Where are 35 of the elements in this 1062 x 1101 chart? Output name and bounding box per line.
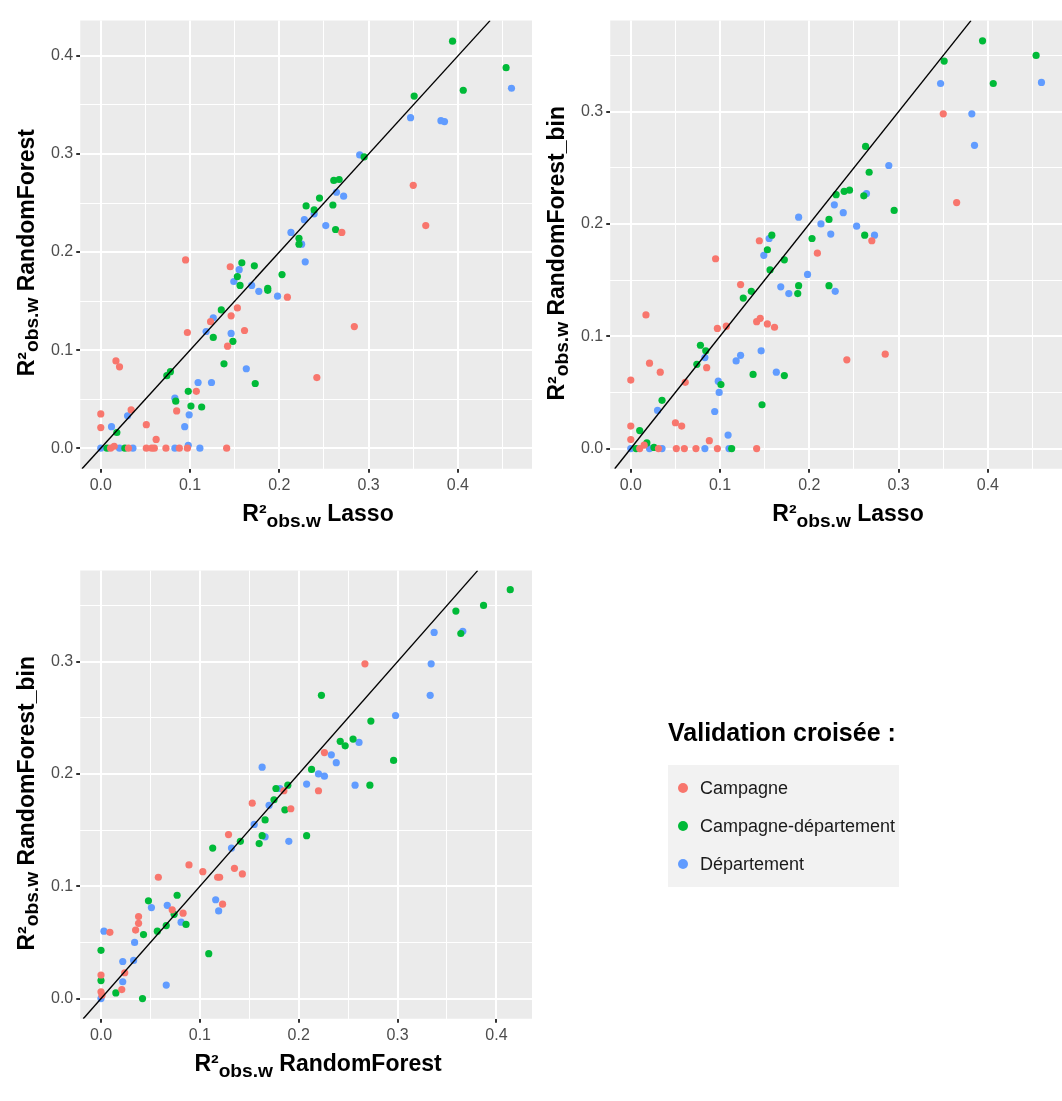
y-tick-label: 0.0 <box>50 438 74 456</box>
y-tick-label: 0.3 <box>580 101 604 119</box>
y-tick-label: 0.1 <box>50 340 74 358</box>
x-tick-label: 0.3 <box>887 475 910 493</box>
legend-label: Campagne <box>700 777 789 799</box>
x-tick-label: 0.0 <box>89 1025 113 1043</box>
x-tick-label: 0.3 <box>357 475 380 493</box>
legend-label: Campagne-département <box>700 815 896 837</box>
x-tick-label: 0.1 <box>188 1025 212 1043</box>
x-axis-title: R²$_{obs.w}$ Lasso <box>771 500 925 532</box>
y-tick-label: 0.2 <box>50 242 74 260</box>
y-tick-label: 0.2 <box>50 764 74 782</box>
y-tick-label: 0.4 <box>50 46 74 64</box>
y-tick-label: 0.3 <box>50 651 74 669</box>
y-tick-label: 0.1 <box>580 326 604 344</box>
x-tick-label: 0.3 <box>386 1025 409 1043</box>
x-tick-label: 0.2 <box>287 1025 310 1043</box>
x-tick-label: 0.0 <box>89 475 112 493</box>
x-tick-label: 0.0 <box>619 475 642 493</box>
x-axis-title: R²$_{obs.w}$ Lasso <box>241 500 395 532</box>
y-tick-label: 0.2 <box>580 214 604 232</box>
x-tick-label: 0.4 <box>485 1025 508 1043</box>
x-tick-label: 0.4 <box>976 475 1000 493</box>
y-tick-label: 0.0 <box>50 988 74 1006</box>
legend-label: Département <box>700 853 805 875</box>
x-tick-label: 0.1 <box>178 475 202 493</box>
x-tick-label: 0.2 <box>268 475 291 493</box>
x-tick-label: 0.2 <box>798 475 821 493</box>
y-tick-label: 0.1 <box>50 876 74 894</box>
x-tick-label: 0.1 <box>708 475 732 493</box>
y-tick-label: 0.3 <box>50 144 74 162</box>
legend-title: Validation croisée : <box>668 718 897 747</box>
x-tick-label: 0.4 <box>446 475 470 493</box>
y-tick-label: 0.0 <box>580 438 604 456</box>
x-axis-title: R²$_{obs.w}$ RandomForest <box>193 1050 443 1082</box>
